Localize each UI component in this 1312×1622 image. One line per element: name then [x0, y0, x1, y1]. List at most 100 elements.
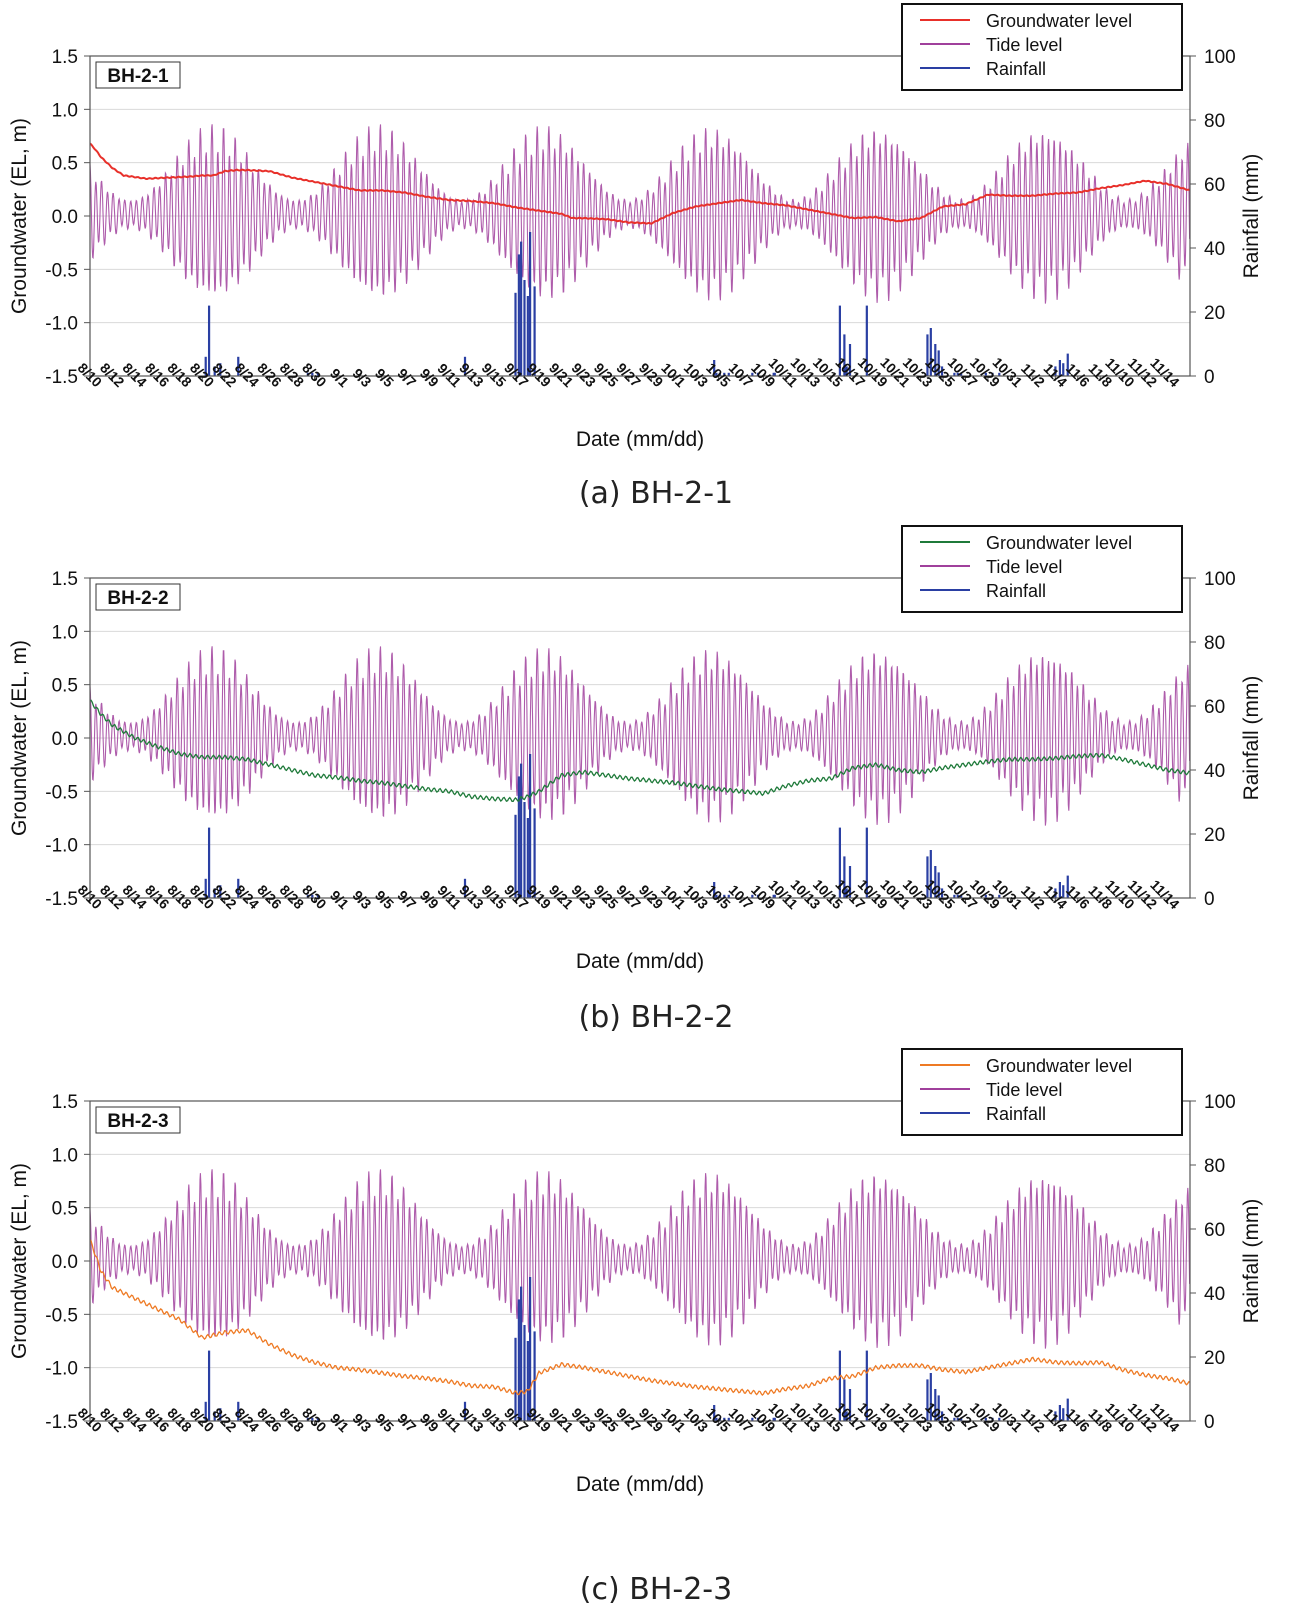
rainfall-bar	[463, 878, 467, 898]
rainfall-bar	[526, 296, 529, 376]
rainfall-bar	[316, 1417, 320, 1421]
rainfall-bar	[751, 372, 754, 376]
rainfall-bar	[865, 827, 868, 898]
x-tick-label: 8/24	[232, 1405, 263, 1436]
x-tick-label: 8/22	[209, 360, 240, 391]
rainfall-bar	[772, 894, 775, 898]
rainfall-bar	[937, 1395, 940, 1421]
rainfall-bar	[1066, 1398, 1069, 1421]
rainfall-bar	[514, 1337, 517, 1421]
legend: Groundwater level Tide level Rainfall	[901, 1048, 1183, 1136]
caption-bh-2-2: (b) BH-2-2	[578, 1000, 734, 1035]
x-tick-label: 9/5	[372, 1410, 397, 1435]
x-tick-label: 8/22	[209, 882, 240, 913]
rainfall-bar	[953, 1417, 956, 1421]
right-tick-label: 80	[1204, 633, 1225, 654]
rainfall-bar	[316, 372, 320, 376]
rainfall-bar	[1062, 1408, 1065, 1421]
right-tick-label: 60	[1204, 1220, 1225, 1241]
rainfall-bar	[207, 1350, 211, 1421]
rainfall-bar	[723, 1417, 726, 1421]
right-tick-label: 0	[1204, 367, 1215, 388]
x-tick-label: 9/3	[349, 887, 374, 912]
tide-level-line	[89, 646, 1191, 826]
legend-label: Tide level	[986, 1080, 1062, 1100]
rainfall-bar	[237, 1401, 240, 1421]
legend-label: Tide level	[986, 35, 1062, 55]
rainfall-bar	[207, 827, 211, 898]
x-tick-label: 8/12	[97, 1405, 128, 1436]
x-axis-title: Date (mm/dd)	[576, 428, 704, 451]
x-tick-label: 8/16	[142, 1405, 173, 1436]
groundwater-level-line	[89, 699, 1191, 803]
x-tick-label: 9/29	[636, 882, 667, 913]
rainfall-bar	[529, 232, 532, 376]
legend-box	[901, 3, 1183, 91]
left-tick-label: -1.0	[45, 836, 78, 857]
rainfall-bar	[306, 372, 309, 376]
rainfall-bar	[213, 888, 216, 898]
x-tick-label: 9/13	[456, 360, 487, 391]
x-tick-label: 8/26	[254, 1405, 285, 1436]
legend-box	[901, 1048, 1183, 1136]
rainfall-bar	[311, 1417, 314, 1421]
rainfall-bar	[756, 894, 760, 898]
x-tick-label: 8/14	[120, 1405, 151, 1436]
x-tick-label: 9/1	[327, 365, 352, 390]
x-tick-label: 9/29	[636, 360, 667, 391]
rainfall-bar	[929, 1373, 932, 1421]
legend-label: Groundwater level	[986, 11, 1132, 31]
x-tick-label: 9/25	[591, 882, 622, 913]
left-tick-label: 1.0	[52, 100, 78, 121]
left-tick-label: -1.0	[45, 314, 78, 335]
right-tick-label: 80	[1204, 1156, 1225, 1177]
right-tick-label: 20	[1204, 1348, 1225, 1369]
rainfall-bar	[1054, 366, 1057, 376]
x-tick-label: 9/25	[591, 360, 622, 391]
x-tick-label: 8/28	[277, 882, 308, 913]
rainfall-bar	[517, 254, 520, 376]
x-tick-label: 9/7	[394, 365, 419, 390]
right-tick-label: 0	[1204, 889, 1215, 910]
rainfall-bar	[517, 776, 520, 898]
rainfall-bar	[463, 356, 467, 376]
rainfall-bar	[1054, 1411, 1057, 1421]
panel-label-box	[95, 583, 181, 611]
x-tick-label: 8/24	[232, 882, 263, 913]
rainfall-bar	[204, 878, 207, 898]
rainfall-bar	[727, 372, 730, 376]
right-tick-label: 20	[1204, 303, 1225, 324]
x-tick-label: 9/3	[349, 1410, 374, 1435]
right-tick-label: 40	[1204, 761, 1225, 782]
rainfall-bar	[715, 1417, 718, 1421]
panel-bh-2-1: 1.5 1.0 0.5 0.0 -0.5 -1.0 -1.5 100 80 60 40 20 0 8/10…	[0, 0, 1312, 468]
rainfall-bar	[934, 344, 937, 376]
rainfall-bar	[316, 894, 320, 898]
panel-label-box	[95, 61, 181, 89]
rainfall-bar	[865, 1350, 868, 1421]
left-tick-label: -1.5	[45, 1412, 78, 1433]
rainfall-bar	[727, 894, 730, 898]
left-tick-label: -0.5	[45, 260, 78, 281]
x-tick-label: 9/21	[546, 1405, 577, 1436]
x-tick-label: 10/5	[703, 882, 734, 913]
x-tick-label: 8/20	[187, 882, 218, 913]
rainfall-bar	[998, 894, 1001, 898]
rainfall-bar	[838, 827, 841, 898]
right-tick-label: 20	[1204, 825, 1225, 846]
right-tick-label: 100	[1204, 1092, 1236, 1113]
left-tick-label: 0.5	[52, 154, 78, 175]
rainfall-bar	[520, 1286, 523, 1421]
rainfall-bar	[756, 1417, 760, 1421]
rainfall-bar	[718, 894, 721, 898]
rainfall-bar	[1066, 353, 1069, 376]
rainfall-bar	[514, 814, 517, 898]
rainfall-bar	[213, 366, 216, 376]
rainfall-bar	[845, 366, 848, 376]
rainfall-bar	[1058, 882, 1061, 898]
x-tick-label: 10/3	[681, 360, 712, 391]
tide-level-line	[89, 1169, 1191, 1349]
x-tick-label: 8/12	[97, 360, 128, 391]
x-tick-label: 8/12	[97, 882, 128, 913]
